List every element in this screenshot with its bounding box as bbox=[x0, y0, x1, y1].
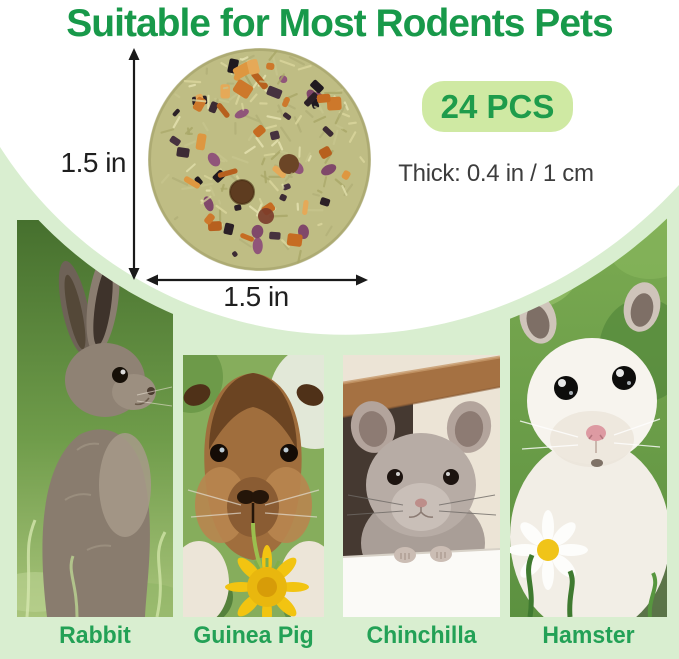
guinea-pig-photo bbox=[183, 355, 324, 617]
chinchilla-photo-graphic bbox=[343, 355, 500, 617]
height-dimension-label: 1.5 in bbox=[60, 147, 127, 178]
dandelion-flower bbox=[225, 545, 309, 617]
hamster-label: Hamster bbox=[542, 622, 635, 649]
pieces-count-badge: 24 PCS bbox=[422, 81, 573, 132]
page-title: Suitable for Most Rodents Pets bbox=[66, 2, 613, 45]
hamster-photo-graphic bbox=[510, 205, 667, 617]
chinchilla-label: Chinchilla bbox=[366, 622, 477, 649]
hay-treat-image bbox=[148, 48, 371, 271]
chinchilla-photo bbox=[343, 355, 500, 617]
rabbit-photo bbox=[17, 220, 173, 617]
width-dimension-label: 1.5 in bbox=[223, 281, 289, 312]
rabbit-label: Rabbit bbox=[59, 622, 131, 649]
rabbit-photo-graphic bbox=[17, 220, 173, 617]
guinea-pig-photo-graphic bbox=[183, 355, 324, 617]
guinea-pig-label: Guinea Pig bbox=[193, 622, 314, 649]
width-arrowheads bbox=[146, 274, 368, 286]
thickness-note: Thick: 0.4 in / 1 cm bbox=[398, 160, 594, 187]
hamster-photo bbox=[510, 205, 667, 617]
